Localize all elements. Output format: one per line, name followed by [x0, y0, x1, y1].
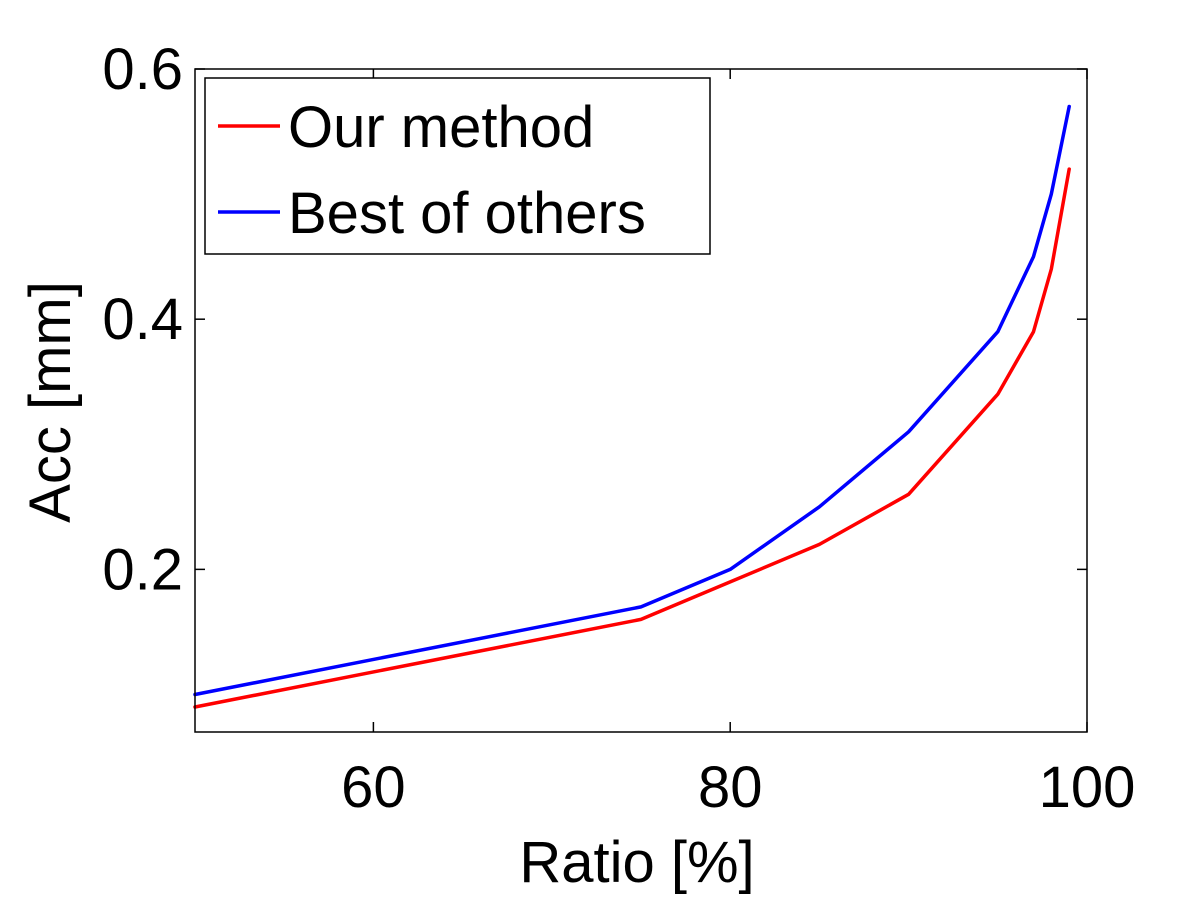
plot-frame [194, 68, 1088, 733]
y-axis-label: Acc [mm] [18, 281, 83, 523]
x-tick-label: 80 [698, 755, 763, 820]
y-tick-label: 0.6 [102, 37, 183, 102]
x-axis-label: Ratio [%] [519, 830, 754, 895]
x-tick-label: 60 [341, 755, 406, 820]
y-tick-label: 0.4 [102, 287, 183, 352]
legend-label-best-of-others: Best of others [288, 181, 646, 246]
tick-layer: 60 80 100 0.2 0.4 0.6 [102, 37, 1135, 820]
legend: Our method Best of others [204, 77, 711, 255]
series-layer [193, 104, 1071, 709]
y-tick-label: 0.2 [102, 537, 183, 602]
series-line-our-method [193, 167, 1071, 709]
x-tick-label: 100 [1039, 755, 1136, 820]
legend-box [204, 77, 711, 255]
legend-label-our-method: Our method [288, 95, 594, 160]
series-line-best-of-others [193, 104, 1071, 697]
